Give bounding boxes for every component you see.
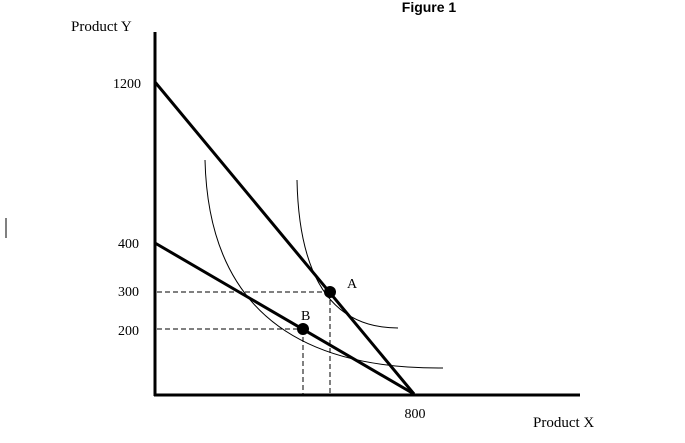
point-a-marker xyxy=(324,286,336,298)
y-tick-200: 200 xyxy=(118,324,139,339)
projection-lines xyxy=(157,291,331,394)
y-tick-400: 400 xyxy=(118,237,139,252)
y-tick-300: 300 xyxy=(118,285,139,300)
figure-title: Figure 1 xyxy=(402,0,457,15)
indifference-curve-outer xyxy=(296,179,399,329)
point-b-label: B xyxy=(301,309,310,324)
point-a-label: A xyxy=(347,277,358,292)
budget-line-shallow xyxy=(154,241,415,396)
x-axis-label: Product X xyxy=(533,415,594,431)
x-tick-800: 800 xyxy=(405,407,426,422)
point-b-marker xyxy=(297,323,309,335)
y-tick-1200: 1200 xyxy=(113,77,141,92)
indifference-curve-inner xyxy=(204,159,444,369)
y-axis-label: Product Y xyxy=(71,19,132,35)
budget-line-steep xyxy=(153,81,416,395)
